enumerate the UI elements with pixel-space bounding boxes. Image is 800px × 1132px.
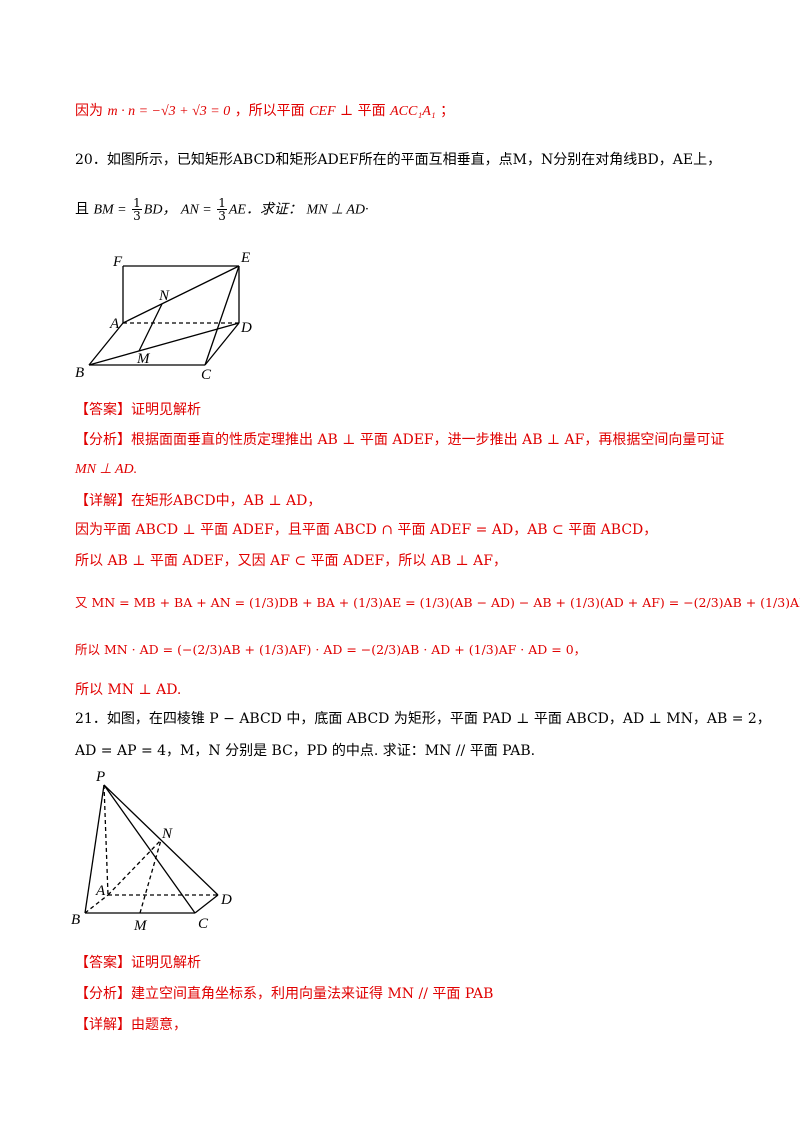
q21-analysis: 【分析】建立空间直角坐标系，利用向量法来证得 MN // 平面 PAB [75, 984, 493, 1004]
q21-statement-line2: AD = AP = 4，M，N 分别是 BC，PD 的中点. 求证：MN // … [75, 743, 536, 759]
plane-word: 平面 [357, 103, 386, 119]
frac-num: 1 [132, 196, 142, 210]
ae-text: AE．求证： [228, 202, 302, 218]
q20-goal: MN ⊥ AD· [306, 202, 369, 218]
q20-answer: 【答案】证明见解析 [75, 400, 201, 420]
q20-prism-figure: F E N A D M B C [75, 250, 252, 383]
segment-an [107, 839, 162, 896]
perp-symbol: ⊥ [340, 103, 354, 119]
q20-detail: 【详解】在矩形ABCD中，AB ⊥ AD， [75, 491, 321, 511]
label-b: B [71, 912, 80, 928]
label-b: B [75, 365, 84, 381]
q20-detail-line-4: 又 MN = MB + BA + AN = (1/3)DB + BA + (1/… [75, 595, 800, 610]
analysis-text: 建立空间直角坐标系，利用向量法来证得 MN // 平面 PAB [131, 986, 494, 1002]
text-prefix: 因为 [75, 103, 103, 119]
q20-statement-line2: 且 BM = 1 3 BD， AN = 1 3 AE．求证： MN ⊥ AD· [75, 197, 369, 222]
label-d: D [220, 892, 232, 908]
edge-ec [204, 265, 240, 366]
edge-pc [103, 784, 196, 914]
q20-analysis: 【分析】根据面面垂直的性质定理推出 AB ⊥ 平面 ADEF，进一步推出 AB … [75, 430, 724, 450]
edge-cd [204, 322, 240, 366]
answer-text: 证明见解析 [131, 955, 201, 971]
label-a: A [95, 883, 106, 899]
q21-answer: 【答案】证明见解析 [75, 953, 201, 973]
answer-tag: 【答案】 [75, 955, 131, 971]
answer-text: 证明见解析 [131, 402, 201, 418]
an-eq: AN = [180, 202, 216, 218]
analysis-tag: 【分析】 [75, 432, 131, 448]
label-c: C [198, 916, 209, 932]
bm-eq: BM = [93, 202, 131, 218]
segment-mn [139, 839, 162, 914]
frac-num: 1 [217, 196, 227, 210]
diag-bd [88, 322, 240, 366]
label-m: M [136, 351, 151, 367]
label-n: N [158, 288, 170, 304]
analysis-tag: 【分析】 [75, 986, 131, 1002]
q20-analysis-cont: MN ⊥ AD. [75, 462, 138, 477]
label-d: D [240, 320, 252, 336]
detail-text: 由题意， [131, 1017, 187, 1033]
edge-cd [194, 894, 219, 914]
label-c: C [201, 367, 212, 383]
edge-pb [84, 784, 105, 914]
detail-tag: 【详解】 [75, 1017, 131, 1033]
frac-den: 3 [218, 209, 226, 223]
detail-tag: 【详解】 [75, 493, 131, 509]
label-p: P [95, 769, 105, 785]
math-dot-product: m · n = −√3 + √3 = 0 [107, 104, 231, 119]
q21-statement-line1: 21．如图，在四棱锥 P − ABCD 中，底面 ABCD 为矩形，平面 PAD… [75, 711, 771, 727]
edge-pa [103, 784, 109, 896]
q21-pyramid-figure: P N A D B M C [71, 769, 232, 934]
label-n: N [161, 826, 173, 842]
segment-mn [138, 303, 163, 352]
frac-den: 3 [133, 209, 141, 223]
q20-detail-line-2: 因为平面 ABCD ⊥ 平面 ADEF，且平面 ABCD ∩ 平面 ADEF =… [75, 522, 658, 538]
label-f: F [112, 254, 123, 270]
bd-text: BD， [143, 202, 177, 218]
q20-detail-line-5: 所以 MN · AD = (−(2/3)AB + (1/3)AF) · AD =… [75, 642, 587, 657]
edge-ba [84, 894, 109, 914]
q21-detail: 【详解】由题意， [75, 1015, 187, 1035]
detail-line-1: 在矩形ABCD中，AB ⊥ AD， [131, 493, 322, 509]
label-m: M [133, 918, 148, 934]
text-mid: ，所以平面 [234, 103, 305, 119]
top-conclusion-line: 因为 m · n = −√3 + √3 = 0 ，所以平面 CEF ⊥ 平面 A… [75, 101, 454, 122]
label-a: A [109, 316, 120, 332]
label-e: E [240, 250, 250, 266]
answer-tag: 【答案】 [75, 402, 131, 418]
diag-ae [122, 265, 240, 324]
plane-cef: CEF [309, 104, 336, 119]
q20-and: 且 [75, 201, 89, 218]
q20-detail-line-3: 所以 AB ⊥ 平面 ADEF，又因 AF ⊂ 平面 ADEF，所以 AB ⊥ … [75, 553, 507, 569]
edge-pd [103, 784, 219, 896]
analysis-text: 根据面面垂直的性质定理推出 AB ⊥ 平面 ADEF，进一步推出 AB ⊥ AF… [131, 432, 725, 448]
q20-detail-line-6: 所以 MN ⊥ AD. [75, 682, 182, 698]
text-end: ； [440, 103, 455, 119]
q20-statement-line1: 20．如图所示，已知矩形ABCD和矩形ADEF所在的平面互相垂直，点M，N分别在… [75, 152, 722, 168]
plane-acc1a1: ACC₁A₁ [390, 104, 436, 119]
edge-ba [88, 322, 124, 366]
